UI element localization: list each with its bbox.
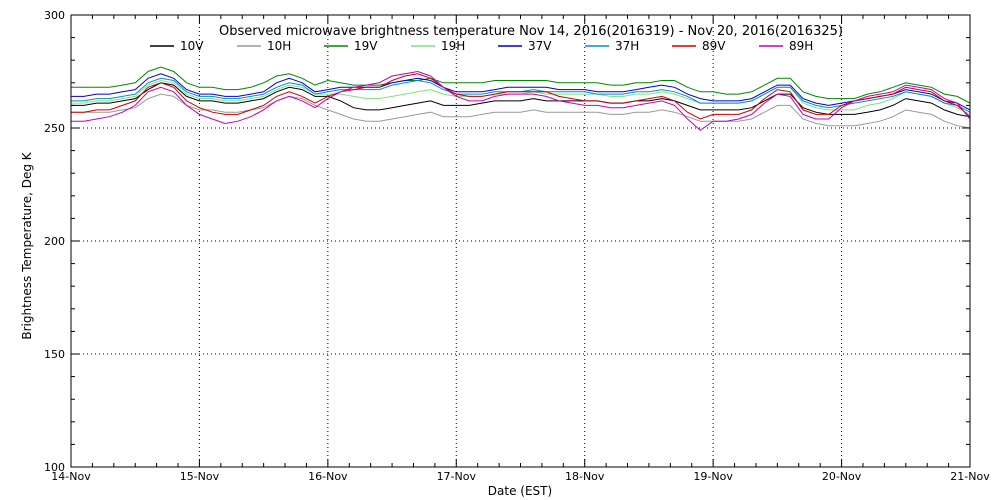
x-tick-label: 16-Nov <box>308 470 348 483</box>
y-tick-label: 150 <box>44 348 65 361</box>
x-tick-label: 17-Nov <box>437 470 477 483</box>
x-tick-label: 20-Nov <box>822 470 862 483</box>
legend-label-89h: 89H <box>789 39 813 53</box>
y-tick-label: 250 <box>44 122 65 135</box>
legend-label-19h: 19H <box>441 39 465 53</box>
legend-label-37h: 37H <box>615 39 639 53</box>
series-line-10v <box>71 82 971 118</box>
series-line-37v <box>71 73 971 111</box>
series-line-10h <box>71 93 971 129</box>
y-tick-labels: 100 150 200 250 300 <box>44 9 65 474</box>
legend-label-10v: 10V <box>180 39 204 53</box>
series-line-89v <box>71 73 971 120</box>
x-tick-label: 21-Nov <box>950 470 990 483</box>
y-tick-label: 300 <box>44 9 65 22</box>
axis-ticks <box>70 14 971 468</box>
y-axis-label: Brightness Temperature, Deg K <box>20 151 34 339</box>
chart-title: Observed microwave brightness temperatur… <box>219 24 843 39</box>
x-tick-label: 15-Nov <box>180 470 220 483</box>
x-tick-label: 19-Nov <box>693 470 733 483</box>
legend: 10V 10H 19V 19H 37V 37H 89V 89H <box>150 39 813 53</box>
series-lines <box>71 66 971 131</box>
legend-label-19v: 19V <box>354 39 378 53</box>
series-line-89h <box>71 70 971 131</box>
y-tick-label: 200 <box>44 235 65 248</box>
legend-label-10h: 10H <box>267 39 291 53</box>
x-tick-labels: 14-Nov 15-Nov 16-Nov 17-Nov 18-Nov 19-Nov 20-N… <box>51 470 990 483</box>
series-line-37h <box>71 77 971 113</box>
y-tick-label: 100 <box>44 461 65 474</box>
x-tick-label: 18-Nov <box>565 470 605 483</box>
x-tick-label: 14-Nov <box>51 470 91 483</box>
grid-lines <box>71 15 970 467</box>
series-line-19v <box>71 66 971 104</box>
x-axis-label: Date (EST) <box>488 484 552 498</box>
legend-label-37v: 37V <box>528 39 552 53</box>
legend-label-89v: 89V <box>702 39 726 53</box>
